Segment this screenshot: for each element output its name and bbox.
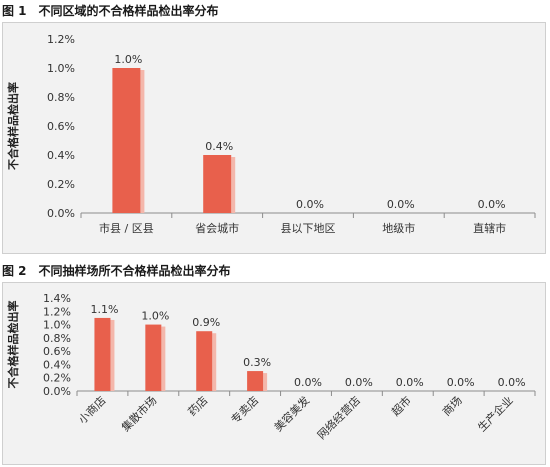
chart-2-data-label: 0.0% — [345, 376, 373, 389]
chart-panel-1: 不合格样品检出率 0.0% 0.2% 0.4% 0.6% 0.8% 1.0% 1.2% 1.0%… — [2, 22, 546, 254]
chart-2-data-label: 0.0% — [498, 376, 526, 389]
bar-chart-2: 不合格样品检出率0.0%0.2%0.4%0.6%0.8%1.0%1.2%1.4%… — [6, 292, 536, 442]
chart-2-category-label: 药店 — [185, 393, 210, 418]
chart-1-data-label: 0.0% — [296, 198, 324, 211]
chart-2-y-tick-label: 0.8% — [43, 332, 71, 345]
figure-1-title: 图 1 不同区域的不合格样品检出率分布 — [2, 4, 219, 18]
chart-2-y-tick-label: 1.2% — [43, 305, 71, 318]
chart-2-category-label: 生产企业 — [475, 393, 516, 434]
chart-2-y-tick-label: 0.4% — [43, 358, 71, 371]
chart-2-bar — [145, 324, 162, 391]
chart-2-bar — [94, 317, 111, 391]
chart-2-y-tick-label: 0.0% — [43, 385, 71, 398]
chart-2-data-label: 1.0% — [141, 310, 169, 323]
chart-1-bar — [112, 68, 141, 213]
chart-1-category-label: 地级市 — [382, 221, 415, 235]
chart-1-data-label: 0.0% — [478, 198, 506, 211]
chart-1-y-tick-label: 0.8% — [47, 91, 75, 104]
chart-2-category-label: 网络经营店 — [314, 393, 363, 442]
chart-2-category-label: 美容美发 — [271, 393, 312, 434]
chart-2-y-tick-label: 0.6% — [43, 345, 71, 358]
chart-1-y-tick-label: 0.2% — [47, 178, 75, 191]
chart-1-bar-shadow — [140, 70, 145, 213]
bar-chart-1: 不合格样品检出率 0.0% 0.2% 0.4% 0.6% 0.8% 1.0% 1.2% 1.0%… — [6, 33, 536, 235]
chart-1-y-tick-label: 1.0% — [47, 62, 75, 75]
chart-2-category-label: 小商店 — [75, 393, 108, 426]
figure-2-title: 图 2 不同抽样场所不合格样品检出率分布 — [2, 264, 231, 278]
chart-1-y-tick-label: 0.4% — [47, 149, 75, 162]
chart-1-data-label: 0.4% — [205, 140, 233, 153]
chart-1-category-label: 直辖市 — [473, 221, 506, 235]
chart-2-data-label: 0.0% — [294, 376, 322, 389]
chart-2-data-label: 0.3% — [243, 356, 271, 369]
chart-2-data-label: 0.0% — [447, 376, 475, 389]
chart-2-y-tick-label: 1.0% — [43, 319, 71, 332]
chart-2-category-label: 专卖店 — [228, 393, 261, 426]
chart-2-y-tick-label: 1.4% — [43, 292, 71, 305]
chart-1-category-label: 省会城市 — [195, 221, 239, 235]
chart-1-data-label: 1.0% — [114, 53, 142, 66]
chart-2-y-axis-label: 不合格样品检出率 — [6, 301, 20, 389]
chart-2-data-label: 1.1% — [90, 303, 118, 316]
chart-1-y-tick-label: 0.0% — [47, 207, 75, 220]
chart-1-bar — [203, 155, 232, 213]
chart-1-y-tick-label: 0.6% — [47, 120, 75, 133]
chart-1-category-label: 县以下地区 — [281, 222, 336, 235]
chart-2-bar-shadow — [110, 319, 115, 391]
chart-2-bar — [196, 331, 213, 391]
chart-1-bar-shadow — [231, 157, 236, 213]
chart-2-category-label: 超市 — [388, 393, 413, 418]
chart-2-data-label: 0.9% — [192, 316, 220, 329]
chart-1-data-label: 0.0% — [387, 198, 415, 211]
chart-1-y-tick-label: 1.2% — [47, 33, 75, 46]
chart-2-category-label: 商场 — [439, 393, 464, 418]
chart-2-y-tick-label: 0.2% — [43, 372, 71, 385]
chart-2-category-label: 集散市场 — [118, 393, 159, 434]
chart-2-bar — [247, 371, 264, 391]
chart-1-y-axis-label: 不合格样品检出率 — [6, 82, 20, 170]
chart-2-bar-shadow — [263, 373, 268, 391]
chart-1-category-label: 市县 / 区县 — [99, 221, 154, 235]
chart-2-bar-shadow — [161, 326, 166, 391]
chart-2-bar-shadow — [212, 333, 217, 391]
chart-panel-2: 不合格样品检出率 0.0% 0.2% 0.4% 0.6% 0.8% 1.0% 1.2% 1.4%… — [2, 282, 546, 465]
chart-2-data-label: 0.0% — [396, 376, 424, 389]
